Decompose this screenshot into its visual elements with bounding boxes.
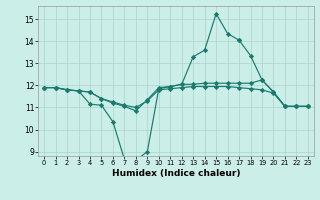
X-axis label: Humidex (Indice chaleur): Humidex (Indice chaleur) [112,169,240,178]
